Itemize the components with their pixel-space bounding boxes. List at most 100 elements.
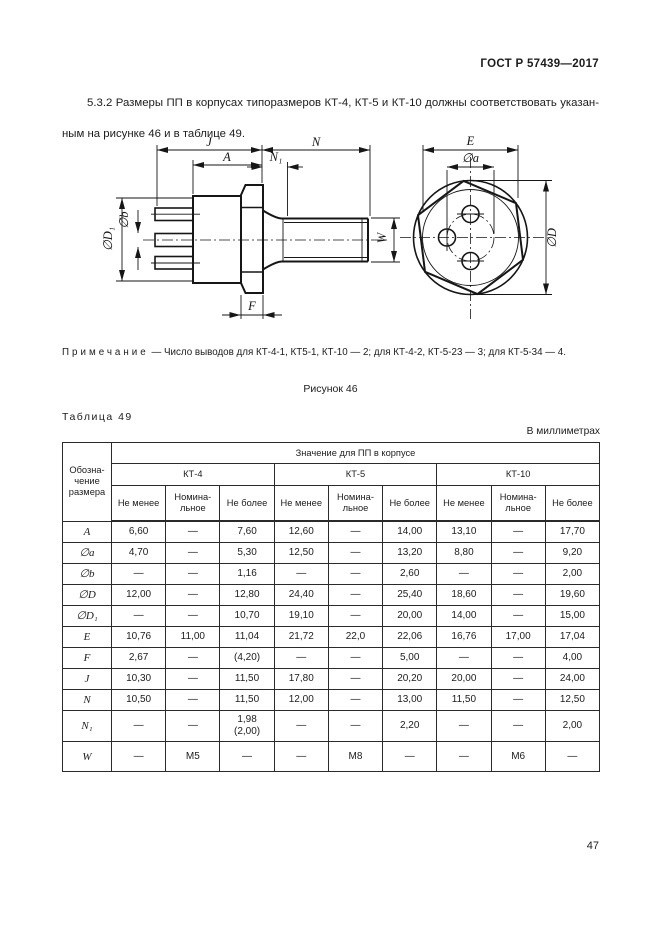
note-text: — Число выводов для КТ-4-1, КТ5-1, КТ-10… <box>151 347 566 358</box>
table-cell: 12,60 <box>273 520 329 543</box>
table-cell: 9,20 <box>544 542 601 564</box>
end-view: E ∅a ∅D <box>400 134 559 319</box>
table-cell: — <box>110 710 167 742</box>
table-cell: 2,60 <box>382 563 438 585</box>
table-cell: 22,06 <box>382 626 438 648</box>
page-number: 47 <box>586 840 599 852</box>
table-cell: 25,40 <box>382 584 438 606</box>
table-cell: — <box>273 647 329 669</box>
table-cell: 19,60 <box>544 584 601 606</box>
table-cell: 12,00 <box>110 584 167 606</box>
table-row: N₁ — —1,98 (2,00) — —2,20— —2,00 <box>62 710 601 742</box>
table-cell: — <box>490 605 546 627</box>
table-cell: 2,00 <box>544 710 601 742</box>
table-cell: 17,04 <box>544 626 601 648</box>
table-cell: 18,60 <box>436 584 492 606</box>
dim-symbol: N₁ <box>62 710 112 742</box>
figure-46-drawing: J N A N₁ ∅D₁ <box>101 134 559 319</box>
doc-header: ГОСТ Р 57439—2017 <box>480 58 599 70</box>
table-cell: M8 <box>327 741 384 772</box>
table-units: В миллиметрах <box>526 426 600 437</box>
table-cell: 5,00 <box>382 647 438 669</box>
table-cell: 13,10 <box>436 520 492 543</box>
table-cell: — <box>327 710 384 742</box>
table-cell: 20,20 <box>382 668 438 690</box>
table-cell: 10,30 <box>110 668 167 690</box>
table-cell: 20,00 <box>436 668 492 690</box>
dim-symbol: W <box>62 741 112 772</box>
dim-symbol: A <box>62 520 112 543</box>
package-cap <box>192 195 242 284</box>
table-cell: — <box>110 605 167 627</box>
table-cell: — <box>490 542 546 564</box>
table-cell: — <box>165 520 221 543</box>
table-49: Обозна- чение размера Значение для ПП в … <box>62 442 601 772</box>
subheader-max: Не более <box>382 485 438 522</box>
dim-symbol: N <box>62 689 112 711</box>
table-cell: — <box>327 668 384 690</box>
table-cell: — <box>165 668 221 690</box>
dim-label-d1: ∅D₁ <box>101 227 115 251</box>
table-row: ∅D₁ — —10,70 19,10—20,00 14,00—15,00 <box>62 605 601 627</box>
table-row: ∅a 4,70—5,30 12,50—13,20 8,80—9,20 <box>62 542 601 564</box>
table-cell: — <box>327 542 384 564</box>
table-cell: M5 <box>165 741 221 772</box>
table-cell: 15,00 <box>544 605 601 627</box>
table-cell: — <box>327 689 384 711</box>
table-cell: — <box>544 741 601 772</box>
table-cell: 24,40 <box>273 584 329 606</box>
table-cell: 12,50 <box>544 689 601 711</box>
table-cell: — <box>490 710 546 742</box>
table-cell: 2,00 <box>544 563 601 585</box>
table-cell: 7,60 <box>219 520 275 543</box>
table-cell: — <box>165 605 221 627</box>
table-cell: — <box>165 542 221 564</box>
paragraph-line: ным на рисунке 46 и в таблице 49. <box>62 128 246 141</box>
table-cell: — <box>327 647 384 669</box>
column-header-kt5: КТ-5 <box>273 463 438 486</box>
table-cell: 21,72 <box>273 626 329 648</box>
figure-note: Примечание — Число выводов для КТ-4-1, К… <box>62 347 599 358</box>
table-cell: — <box>436 647 492 669</box>
table-cell: — <box>165 584 221 606</box>
column-header-kt10: КТ-10 <box>436 463 600 486</box>
table-cell: 14,00 <box>436 605 492 627</box>
table-cell: — <box>165 689 221 711</box>
package-flange <box>240 184 264 294</box>
table-cell: 17,00 <box>490 626 546 648</box>
column-header-kt4: КТ-4 <box>111 463 275 486</box>
table-cell: — <box>436 563 492 585</box>
table-cell: — <box>382 741 438 772</box>
subheader-min: Не менее <box>110 485 167 522</box>
table-cell: — <box>327 520 384 543</box>
table-body: A 6,60—7,60 12,60—14,00 13,10—17,70 ∅a 4,70—5… <box>62 520 601 772</box>
table-row: J 10,30—11,50 17,80—20,20 20,00—24,00 <box>62 668 601 690</box>
table-cell: 11,50 <box>219 689 275 711</box>
table-cell: — <box>327 605 384 627</box>
dim-label-j: J <box>206 135 213 149</box>
note-label: Примечание <box>62 347 149 358</box>
table-cell: 10,50 <box>110 689 167 711</box>
table-cell: 4,00 <box>544 647 601 669</box>
dim-symbol: ∅D <box>62 584 112 606</box>
table-cell: 1,98 (2,00) <box>219 710 275 742</box>
body-circle <box>412 179 529 296</box>
table-cell: 17,80 <box>273 668 329 690</box>
table-cell: 14,00 <box>382 520 438 543</box>
column-header-group: Значение для ПП в корпусе <box>111 442 600 464</box>
table-header-row: Обозна- чение размера Значение для ПП в … <box>62 442 600 522</box>
table-cell: 11,04 <box>219 626 275 648</box>
table-cell: — <box>110 563 167 585</box>
dim-symbol: ∅b <box>62 563 112 585</box>
table-cell: 12,00 <box>273 689 329 711</box>
table-cell: — <box>490 563 546 585</box>
side-view: J N A N₁ ∅D₁ <box>101 135 400 319</box>
lead-pin <box>154 232 194 248</box>
table-row: F 2,67— (4,20) — —5,00— —4,00 <box>62 647 601 669</box>
table-cell: 12,80 <box>219 584 275 606</box>
table-row: N 10,50—11,50 12,00—13,00 11,50—12,50 <box>62 689 601 711</box>
table-cell: 12,50 <box>273 542 329 564</box>
dim-label-n1: N₁ <box>269 150 283 164</box>
table-cell: 16,76 <box>436 626 492 648</box>
